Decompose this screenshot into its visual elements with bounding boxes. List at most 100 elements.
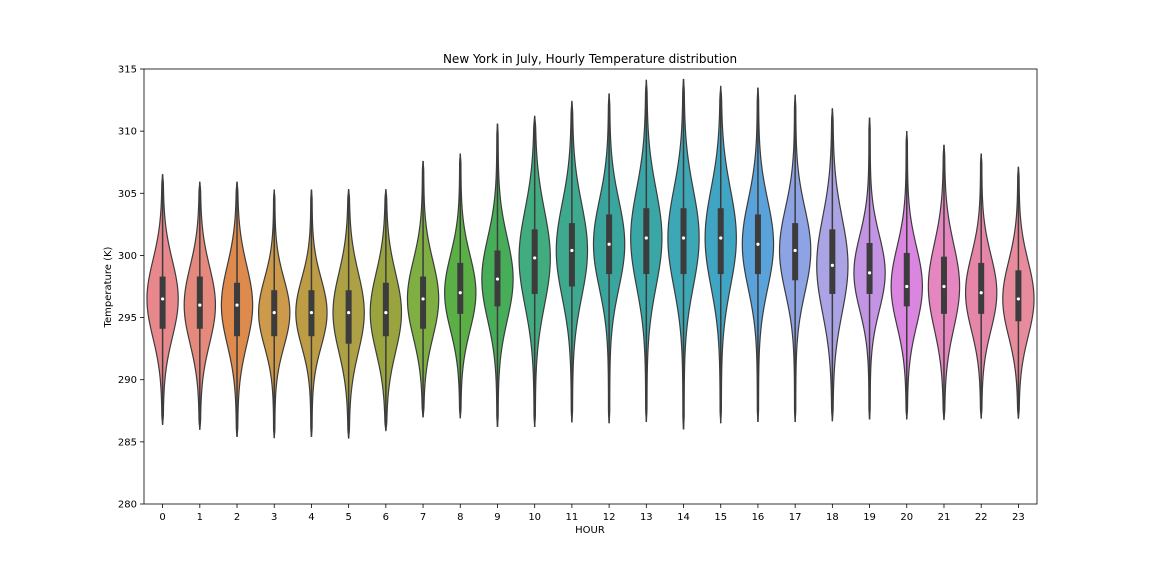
y-tick-label: 280: [118, 500, 137, 511]
violin-median-point: [867, 271, 872, 275]
violin-iqr-box: [978, 262, 985, 314]
violin-median-point: [458, 291, 462, 295]
violin-hour-20: [890, 131, 924, 420]
violin-hour-21: [927, 144, 961, 421]
violin-median-point: [756, 242, 760, 246]
violin-hour-11: [555, 100, 589, 423]
violin-iqr-box: [420, 276, 427, 329]
y-tick-label: 300: [118, 251, 137, 262]
violin-median-point: [272, 311, 276, 315]
x-tick-label: 9: [494, 512, 500, 523]
violin-iqr-box: [234, 282, 241, 337]
violin-hour-10: [518, 115, 551, 427]
violin-iqr-box: [680, 208, 687, 275]
violin-iqr-box: [196, 276, 203, 329]
violin-iqr-box: [568, 223, 575, 287]
violin-hour-17: [778, 94, 812, 422]
x-tick-label: 10: [528, 512, 541, 523]
violin-median-point: [495, 277, 500, 281]
x-tick-label: 16: [752, 512, 765, 523]
violin-hour-19: [853, 117, 886, 420]
x-tick-label: 18: [826, 512, 839, 523]
x-tick-label: 6: [383, 512, 389, 523]
violin-iqr-box: [829, 229, 836, 294]
y-tick-label: 305: [118, 189, 137, 200]
violin-hour-9: [481, 123, 514, 427]
x-tick-label: 2: [234, 512, 240, 523]
violin-hour-6: [369, 188, 403, 432]
violin-hour-16: [741, 87, 775, 422]
violin-median-point: [607, 242, 611, 246]
chart-title: New York in July, Hourly Temperature dis…: [443, 52, 737, 66]
violin-hour-14: [667, 78, 700, 430]
violin-iqr-box: [643, 208, 650, 275]
violin-hour-22: [964, 153, 998, 419]
violin-median-point: [793, 248, 797, 253]
violins-group: [146, 78, 1035, 439]
x-tick-label: 11: [566, 512, 579, 523]
violin-hour-8: [444, 153, 477, 419]
violin-median-point: [161, 297, 165, 301]
violin-hour-0: [146, 174, 179, 426]
plot-frame: [143, 68, 1038, 505]
x-tick-label: 12: [603, 512, 616, 523]
x-tick-label: 0: [159, 512, 165, 523]
violin-iqr-box: [345, 290, 352, 344]
violin-iqr-box: [903, 252, 910, 307]
violin-iqr-box: [382, 282, 389, 337]
violin-median-point: [905, 284, 909, 289]
violin-median-point: [681, 236, 686, 240]
violin-hour-7: [406, 160, 440, 418]
violin-median-point: [421, 297, 425, 301]
violin-hour-18: [816, 108, 849, 422]
violin-hour-2: [220, 181, 254, 437]
y-tick-label: 315: [118, 65, 137, 76]
x-tick-label: 7: [420, 512, 426, 523]
violin-iqr-box: [531, 229, 538, 294]
y-axis: 280 285 290 295 300 305 310 315: [118, 65, 144, 511]
violin-hour-23: [1002, 166, 1035, 419]
x-tick-label: 8: [457, 512, 463, 523]
y-tick-label: 285: [118, 437, 137, 448]
x-axis-label: HOUR: [575, 525, 605, 536]
violin-median-point: [570, 248, 574, 253]
violin-median-point: [942, 284, 946, 289]
violin-iqr-box: [717, 208, 724, 275]
x-tick-label: 14: [677, 512, 690, 523]
violin-median-point: [644, 236, 648, 240]
violin-iqr-box: [457, 262, 464, 314]
x-tick-label: 20: [900, 512, 913, 523]
violin-hour-4: [295, 189, 328, 437]
y-tick-label: 310: [118, 127, 137, 138]
violin-iqr-box: [1015, 270, 1022, 322]
violin-median-point: [198, 303, 202, 307]
y-tick-label: 295: [118, 313, 137, 324]
x-tick-label: 1: [197, 512, 203, 523]
x-tick-label: 17: [789, 512, 802, 523]
violin-median-point: [830, 263, 834, 267]
violin-median-point: [719, 236, 723, 240]
x-tick-label: 4: [308, 512, 314, 523]
violin-median-point: [533, 256, 537, 260]
x-tick-label: 21: [938, 512, 951, 523]
violin-median-point: [979, 291, 983, 295]
violin-median-point: [309, 311, 314, 315]
violin-hour-1: [183, 181, 217, 431]
violin-hour-13: [630, 79, 663, 422]
x-tick-label: 19: [863, 512, 876, 523]
x-tick-label: 15: [714, 512, 727, 523]
violin-hour-3: [258, 189, 291, 439]
x-tick-label: 3: [271, 512, 277, 523]
violin-median-point: [1016, 297, 1020, 301]
y-axis-label: Temperature (K): [103, 246, 114, 328]
violin-hour-5: [332, 188, 365, 439]
violin-hour-12: [592, 93, 626, 424]
x-tick-label: 22: [975, 512, 988, 523]
x-tick-label: 5: [345, 512, 351, 523]
x-axis: 0 1 2 3 4 5 6 7 8 9 10 11 12 13 14 15 16 17 18 19 20 21 22 23: [159, 504, 1025, 523]
violin-median-point: [347, 311, 351, 315]
violin-median-point: [235, 303, 239, 307]
violin-hour-15: [704, 85, 737, 424]
